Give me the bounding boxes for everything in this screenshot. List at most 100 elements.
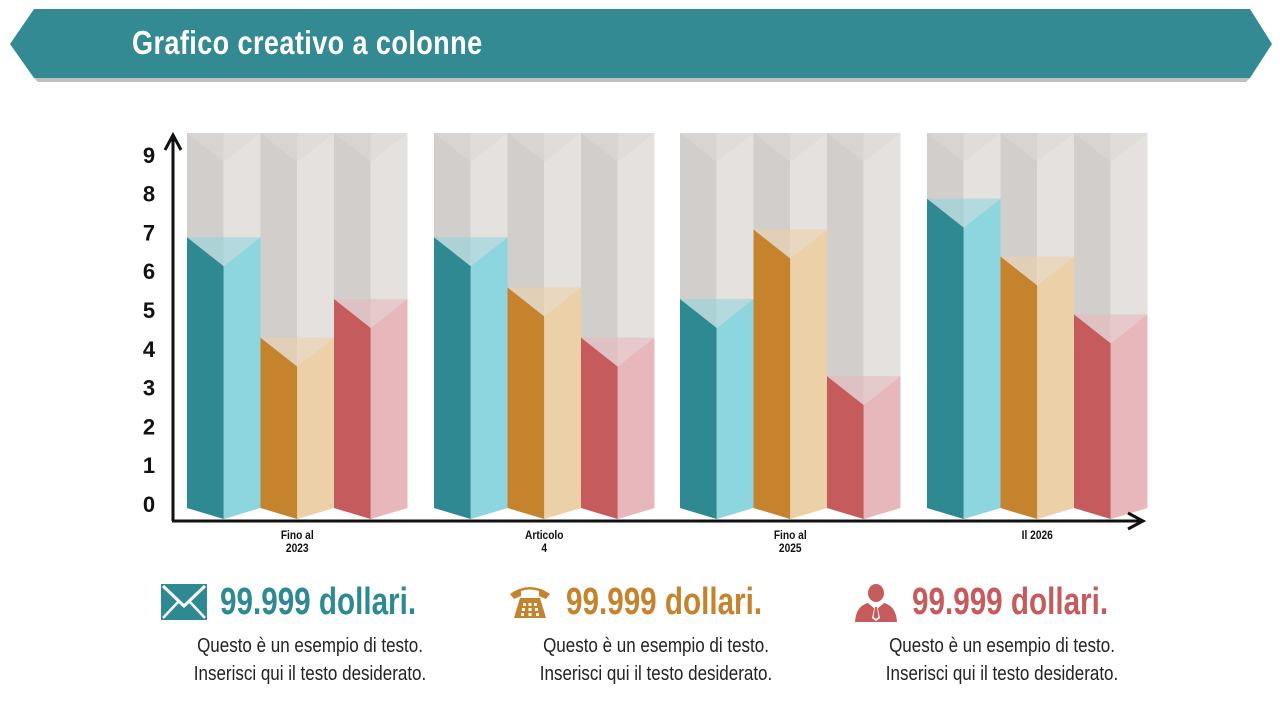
bar-right-face bbox=[297, 337, 334, 519]
track-cap bbox=[680, 133, 754, 162]
track-cap bbox=[1074, 133, 1148, 162]
businessman-icon bbox=[855, 584, 897, 622]
column-3-1 bbox=[680, 133, 754, 519]
bar-cap bbox=[334, 298, 408, 328]
bar-left-face bbox=[187, 237, 224, 519]
track-cap bbox=[260, 133, 334, 162]
y-tick-label: 8 bbox=[143, 182, 155, 207]
envelope-icon bbox=[161, 584, 207, 620]
bar-left-face bbox=[927, 198, 964, 519]
stat-value: 99.999 dollari. bbox=[220, 580, 417, 623]
banner-shadow bbox=[34, 78, 1250, 82]
banner-shape bbox=[10, 9, 1272, 78]
column-4-1 bbox=[927, 133, 1001, 519]
stat-description-line-2: Inserisci qui il testo desiderato. bbox=[193, 663, 427, 685]
bar-cap bbox=[507, 287, 581, 317]
bar-right-face bbox=[716, 298, 754, 519]
bar-left-face bbox=[1000, 256, 1038, 519]
y-tick-labels: 0 1 2 3 4 5 6 7 8 9 bbox=[143, 143, 156, 517]
track-cap bbox=[927, 133, 1001, 162]
stat-block-1: 99.999 dollari. Questo è un esempio di t… bbox=[150, 578, 470, 688]
x-category-label: Articolo bbox=[525, 529, 564, 542]
stat-block-2: 99.999 dollari. Questo è un esempio di t… bbox=[496, 578, 816, 688]
bar-right-face bbox=[370, 298, 408, 519]
column-2-1 bbox=[434, 133, 508, 519]
stat-value: 99.999 dollari. bbox=[566, 580, 763, 623]
bar-cap bbox=[434, 237, 508, 267]
y-axis-arrow bbox=[163, 131, 183, 151]
x-category-label: Il 2026 bbox=[1022, 529, 1053, 542]
x-category-label: 2025 bbox=[779, 542, 802, 555]
column-2-3 bbox=[581, 133, 655, 519]
track-cap bbox=[334, 133, 408, 162]
track-cap bbox=[434, 133, 508, 162]
track-cap bbox=[753, 133, 827, 162]
column-1-3 bbox=[334, 133, 408, 519]
bar-left-face bbox=[260, 337, 298, 519]
bar-left-face bbox=[581, 337, 618, 519]
bar-right-face bbox=[963, 198, 1001, 519]
stat-block-3: 99.999 dollari. Questo è un esempio di t… bbox=[842, 578, 1162, 688]
y-tick-label: 9 bbox=[143, 143, 155, 168]
bar-cap bbox=[1074, 314, 1148, 344]
track-cap bbox=[187, 133, 261, 162]
x-category-label: 4 bbox=[541, 542, 547, 555]
x-category-label: Fino al bbox=[281, 529, 314, 542]
stat-description-line-1: Questo è un esempio di testo. bbox=[197, 635, 423, 657]
bar-left-face bbox=[827, 376, 864, 519]
bar-cap bbox=[680, 298, 754, 328]
y-tick-label: 0 bbox=[143, 492, 155, 517]
y-tick-label: 4 bbox=[143, 337, 156, 362]
bar-cap bbox=[927, 198, 1001, 228]
bar-right-face bbox=[544, 287, 581, 519]
bar-cap bbox=[260, 337, 334, 367]
y-tick-label: 7 bbox=[143, 220, 155, 245]
track-cap bbox=[581, 133, 655, 162]
x-category-label: Fino al bbox=[774, 529, 807, 542]
stat-description-line-1: Questo è un esempio di testo. bbox=[889, 635, 1115, 657]
title-banner bbox=[10, 9, 1272, 82]
x-axis-arrow bbox=[1127, 511, 1147, 531]
track-cap bbox=[507, 133, 581, 162]
bar-left-face bbox=[1074, 314, 1111, 519]
bar-cap bbox=[753, 229, 827, 259]
bar-cap bbox=[827, 376, 901, 406]
column-1-2 bbox=[260, 133, 334, 519]
column-1-1 bbox=[187, 133, 261, 519]
bar-left-face bbox=[680, 298, 717, 519]
bar-right-face bbox=[617, 337, 655, 519]
y-tick-label: 2 bbox=[143, 414, 155, 439]
bar-cap bbox=[187, 237, 261, 267]
stat-value: 99.999 dollari. bbox=[912, 580, 1109, 623]
bar-cap bbox=[581, 337, 655, 367]
bar-left-face bbox=[507, 287, 545, 519]
y-tick-label: 3 bbox=[143, 376, 155, 401]
chart-axes bbox=[163, 131, 1147, 531]
stat-description-line-2: Inserisci qui il testo desiderato. bbox=[539, 663, 773, 685]
bar-right-face bbox=[1037, 256, 1074, 519]
bar-right-face bbox=[223, 237, 261, 519]
bar-left-face bbox=[434, 237, 471, 519]
bar-right-face bbox=[470, 237, 508, 519]
bar-cap bbox=[1000, 256, 1074, 286]
x-category-label: 2023 bbox=[286, 542, 309, 555]
bar-left-face bbox=[753, 229, 791, 519]
bar-left-face bbox=[334, 298, 371, 519]
stat-description-line-2: Inserisci qui il testo desiderato. bbox=[885, 663, 1119, 685]
track-cap bbox=[1000, 133, 1074, 162]
bar-right-face bbox=[790, 229, 827, 519]
column-3-2 bbox=[753, 133, 827, 519]
track-cap bbox=[827, 133, 901, 162]
page-title: Grafico creativo a colonne bbox=[132, 24, 483, 61]
column-2-2 bbox=[507, 133, 581, 519]
column-4-3 bbox=[1074, 133, 1148, 519]
bar-right-face bbox=[1110, 314, 1148, 519]
telephone-icon bbox=[510, 587, 550, 618]
y-tick-label: 6 bbox=[143, 259, 155, 284]
y-tick-label: 1 bbox=[143, 453, 155, 478]
column-3-3 bbox=[827, 133, 901, 519]
stat-description-line-1: Questo è un esempio di testo. bbox=[543, 635, 769, 657]
bar-right-face bbox=[863, 376, 901, 519]
